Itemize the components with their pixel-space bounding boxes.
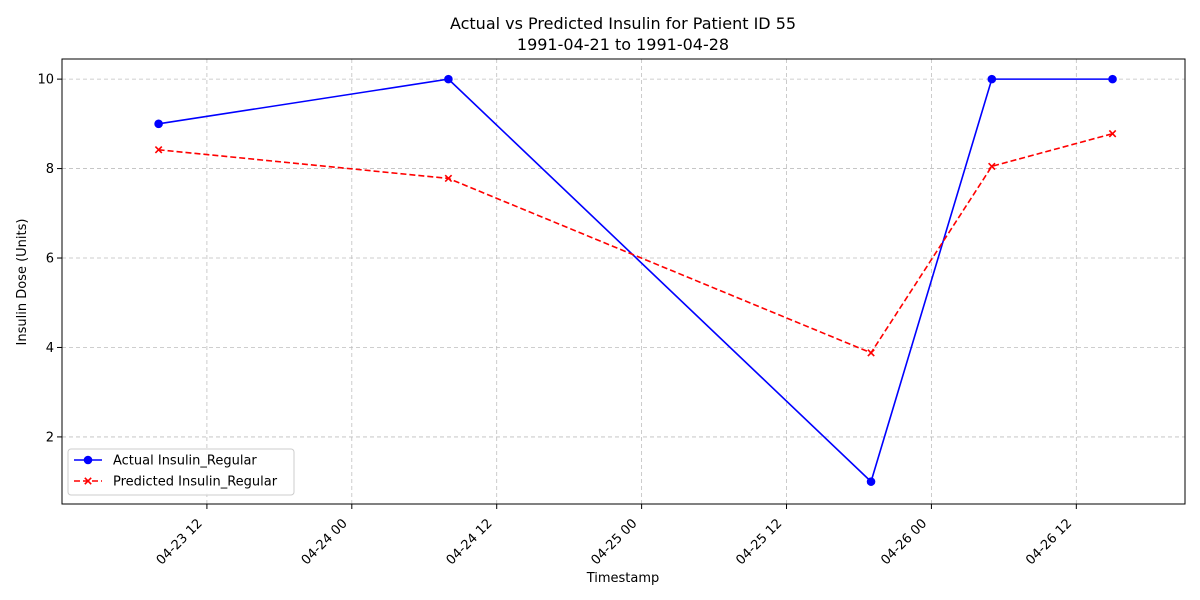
legend: Actual Insulin_Regular Predicted Insulin_… — [67, 448, 295, 496]
series-line-predicted-insulin-regular — [158, 132, 1113, 354]
plot-frame — [61, 58, 1186, 505]
x-tick-label: 04-26 00 — [878, 516, 930, 568]
data-point-actual-insulin-regular — [987, 74, 997, 84]
data-point-predicted-insulin-regular — [867, 349, 875, 357]
y-tick-label: 2 — [46, 430, 54, 445]
y-tick-label: 10 — [37, 73, 54, 88]
legend-label: Predicted Insulin_Regular — [113, 475, 278, 490]
data-point-predicted-insulin-regular — [1108, 129, 1117, 138]
chart-subtitle: 1991-04-21 to 1991-04-28 — [517, 35, 729, 54]
chart-title: Actual vs Predicted Insulin for Patient … — [450, 14, 796, 33]
y-tick-label: 8 — [46, 162, 54, 177]
legend-swatch-marker — [84, 477, 92, 485]
data-point-predicted-insulin-regular — [444, 174, 453, 183]
series-layer — [154, 74, 1117, 486]
x-tick-label: 04-24 12 — [444, 516, 496, 568]
y-axis-label: Insulin Dose (Units) — [15, 219, 30, 346]
y-tick-label: 4 — [46, 341, 54, 356]
x-tick-label: 04-25 12 — [733, 516, 785, 568]
data-point-actual-insulin-regular — [866, 477, 876, 486]
y-tick-label: 6 — [46, 252, 54, 267]
y-axis: 2 4 6 8 10 — [37, 73, 62, 445]
data-point-actual-insulin-regular — [154, 119, 163, 129]
data-point-predicted-insulin-regular — [988, 162, 996, 171]
legend-label: Actual Insulin_Regular — [113, 454, 257, 469]
legend-entry-0: Actual Insulin_Regular — [74, 454, 257, 469]
data-point-actual-insulin-regular — [1108, 74, 1117, 84]
legend-entry-1: Predicted Insulin_Regular — [74, 475, 278, 490]
x-tick-label: 04-26 12 — [1023, 516, 1075, 568]
legend-box — [67, 448, 295, 496]
x-axis: 04-23 12 04-24 00 04-24 12 04-25 00 04-25 12… — [154, 504, 1077, 568]
grid — [62, 59, 1185, 504]
x-tick-label: 04-24 00 — [299, 516, 351, 568]
x-tick-label: 04-25 00 — [589, 516, 641, 568]
series-actual-insulin-regular — [154, 74, 1117, 486]
series-line-actual-insulin-regular — [158, 78, 1113, 484]
series-predicted-insulin-regular — [154, 129, 1117, 357]
legend-swatch-marker — [83, 455, 93, 465]
data-point-predicted-insulin-regular — [154, 146, 163, 154]
x-tick-label: 04-23 12 — [154, 516, 206, 568]
x-axis-label: Timestamp — [586, 571, 660, 586]
data-point-actual-insulin-regular — [444, 74, 453, 84]
